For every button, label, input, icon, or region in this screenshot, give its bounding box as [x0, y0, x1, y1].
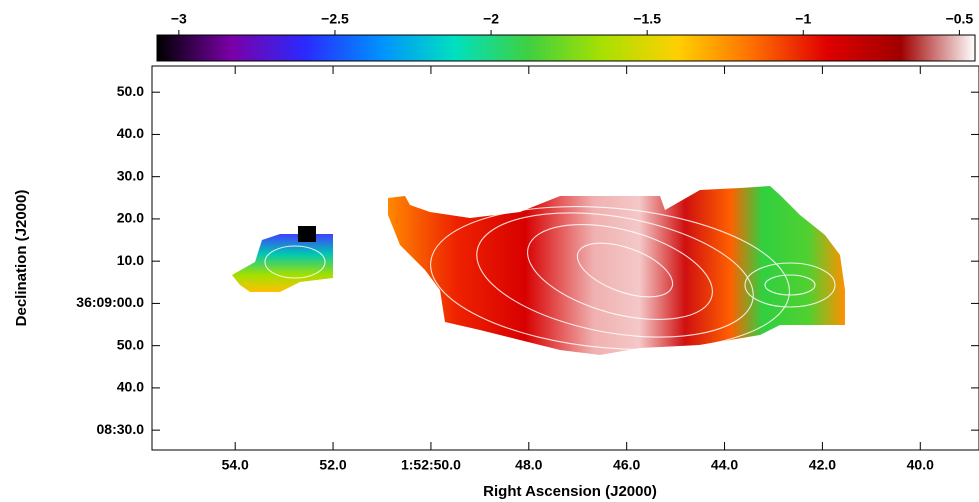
plot-frame [151, 65, 979, 451]
colorbar-tick-label: −0.5 [946, 11, 974, 27]
colorbar [156, 34, 976, 62]
map-image [232, 186, 845, 355]
colorbar-tick-label: −2 [483, 11, 499, 27]
x-tick-label: 46.0 [613, 457, 640, 473]
y-axis-label: Declination (J2000) [13, 190, 30, 327]
y-tick-label: 50.0 [117, 83, 144, 99]
y-tick-label: 08:30.0 [97, 421, 145, 437]
y-tick-label: 40.0 [117, 125, 144, 141]
colorbar-tick-label: −1.5 [633, 11, 661, 27]
colorbar-tick-label: −1 [795, 11, 811, 27]
y-tick-label: 10.0 [117, 252, 144, 268]
x-tick-label: 52.0 [319, 457, 346, 473]
x-axis-label: Right Ascension (J2000) [483, 483, 657, 500]
y-tick-label: 36:09:00.0 [76, 294, 144, 310]
colorbar-tick-label: −2.5 [321, 11, 349, 27]
x-tick-label: 44.0 [711, 457, 738, 473]
x-tick-label: 48.0 [515, 457, 542, 473]
x-tick-label: 1:52:50.0 [401, 457, 461, 473]
x-tick-label: 54.0 [222, 457, 249, 473]
colorbar-tick-label: −3 [171, 11, 187, 27]
x-tick-label: 42.0 [809, 457, 836, 473]
y-tick-label: 50.0 [117, 336, 144, 352]
x-tick-label: 40.0 [907, 457, 934, 473]
y-tick-label: 40.0 [117, 379, 144, 395]
y-tick-label: 30.0 [117, 167, 144, 183]
y-tick-label: 20.0 [117, 210, 144, 226]
